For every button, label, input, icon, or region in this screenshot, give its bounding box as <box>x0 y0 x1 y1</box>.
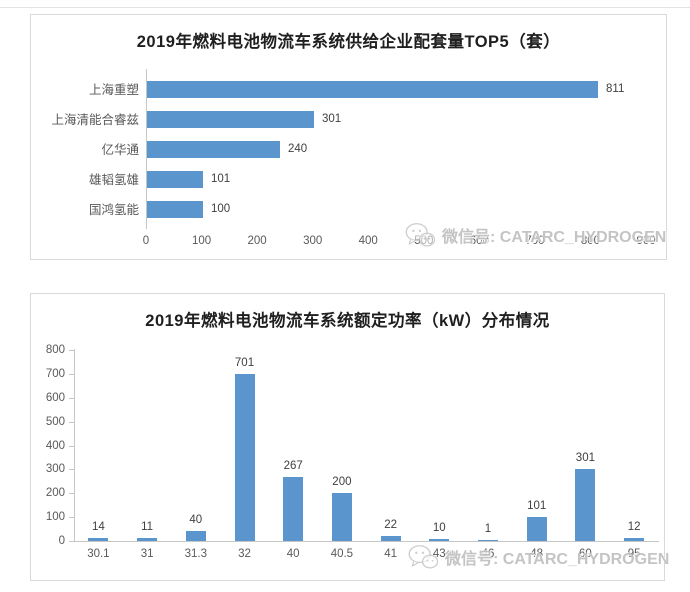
value-label: 240 <box>288 143 308 155</box>
value-label: 10 <box>432 522 446 534</box>
category-label: 亿华通 <box>101 143 139 157</box>
bar <box>147 111 314 128</box>
value-label: 22 <box>384 519 397 531</box>
x-tick-label: 31.3 <box>184 548 207 560</box>
x-tick-label: 30.1 <box>87 548 110 560</box>
bar <box>478 540 498 541</box>
value-label: 701 <box>234 357 255 369</box>
bar <box>429 539 450 541</box>
category-label: 雄韬氢雄 <box>88 173 139 187</box>
y-tickmark <box>69 397 74 399</box>
y-tickmark <box>69 445 74 447</box>
chart1-y-axis-line <box>146 69 147 229</box>
y-tick-label: 100 <box>45 511 65 524</box>
y-tickmark <box>69 493 74 495</box>
x-tick-label: 300 <box>303 235 323 247</box>
bar <box>147 201 203 218</box>
value-label: 100 <box>211 203 231 215</box>
y-tickmark <box>69 541 74 542</box>
watermark-text: 微信号: CATARC_HYDROGEN <box>445 551 670 568</box>
x-tick-label: 700 <box>525 235 545 247</box>
x-tick-label: 40.5 <box>330 548 354 560</box>
bar <box>88 538 109 541</box>
y-tick-label: 0 <box>58 535 65 547</box>
x-tick-label: 200 <box>247 235 267 247</box>
x-tick-label: 800 <box>580 235 601 247</box>
value-label: 12 <box>627 521 641 533</box>
value-label: 1 <box>484 523 492 535</box>
chart2-x-axis-line <box>74 541 659 542</box>
value-label: 101 <box>527 500 547 512</box>
bar <box>234 374 255 541</box>
x-tick-label: 40 <box>286 548 300 560</box>
bar <box>624 538 645 541</box>
x-tick-label: 600 <box>469 235 489 247</box>
bar <box>283 477 304 541</box>
y-tickmark <box>69 350 74 351</box>
x-tick-label: 100 <box>191 235 212 247</box>
chart2-y-axis-line <box>74 349 75 541</box>
x-tick-label: 95 <box>627 548 641 560</box>
chart-power-distribution: 2019年燃料电池物流车系统额定功率（kW）分布情况 0 100 200 300 400… <box>30 293 669 581</box>
y-tick-label: 500 <box>45 415 65 428</box>
chart2-title: 2019年燃料电池物流车系统额定功率（kW）分布情况 <box>145 312 550 330</box>
wechat-icon <box>405 223 435 247</box>
y-tickmark <box>69 469 74 471</box>
x-tick-label: 46 <box>481 548 495 560</box>
y-tickmark <box>69 517 74 519</box>
bar <box>137 538 158 541</box>
watermark: 微信号: CATARC_HYDROGEN <box>405 222 666 248</box>
watermark: 微信号: CATARC_HYDROGEN <box>408 544 669 570</box>
chart1-plot-area: 上海重塑 811 上海清能合睿兹 301 亿华通 240 雄韬氢雄 101 国鸿氢能 100 0 10… <box>31 15 666 259</box>
bar <box>526 517 547 541</box>
y-tick-label: 400 <box>45 439 65 452</box>
value-label: 200 <box>332 476 352 488</box>
category-label: 国鸿氢能 <box>88 203 139 217</box>
x-tick-label: 31 <box>140 548 154 560</box>
x-tick-label: 900 <box>636 235 656 247</box>
y-tick-label: 200 <box>45 487 65 500</box>
chart1-title: 2019年燃料电池物流车系统供给企业配套量TOP5（套） <box>136 33 561 51</box>
top-divider <box>0 7 690 8</box>
wechat-icon <box>408 545 438 569</box>
x-tick-label: 48 <box>530 548 544 560</box>
x-tick-label: 0 <box>142 235 150 247</box>
value-label: 301 <box>322 113 342 125</box>
y-tickmark <box>69 421 74 423</box>
value-label: 101 <box>211 173 231 185</box>
x-tick-label: 60 <box>578 548 592 560</box>
x-tick-label: 32 <box>238 548 251 560</box>
value-label: 811 <box>606 83 625 95</box>
value-label: 301 <box>575 452 595 464</box>
bar <box>147 141 280 158</box>
chart-top5-suppliers: 2019年燃料电池物流车系统供给企业配套量TOP5（套） 上海重塑 811 上海清能… <box>30 14 667 260</box>
bar <box>575 469 596 541</box>
bar <box>185 531 206 541</box>
value-label: 11 <box>141 521 154 533</box>
chart2-plot-area: 0 100 200 300 400 500 600 700 800 14 30.1 11 31 40 31.… <box>31 294 664 580</box>
y-tick-label: 300 <box>45 463 65 476</box>
bar <box>380 536 401 541</box>
value-label: 40 <box>189 514 203 526</box>
y-tick-label: 700 <box>45 367 65 380</box>
bar <box>147 81 598 98</box>
category-label: 上海重塑 <box>88 83 139 97</box>
value-label: 14 <box>91 521 105 533</box>
x-tick-label: 41 <box>384 548 397 560</box>
x-tick-label: 400 <box>358 235 378 247</box>
y-tickmark <box>69 373 74 375</box>
watermark-text: 微信号: CATARC_HYDROGEN <box>442 229 667 246</box>
bar <box>331 493 352 541</box>
y-tick-label: 600 <box>45 391 65 404</box>
value-label: 267 <box>283 460 303 472</box>
bar <box>147 171 203 188</box>
category-label: 上海清能合睿兹 <box>51 113 139 127</box>
y-tick-label: 800 <box>45 344 65 356</box>
